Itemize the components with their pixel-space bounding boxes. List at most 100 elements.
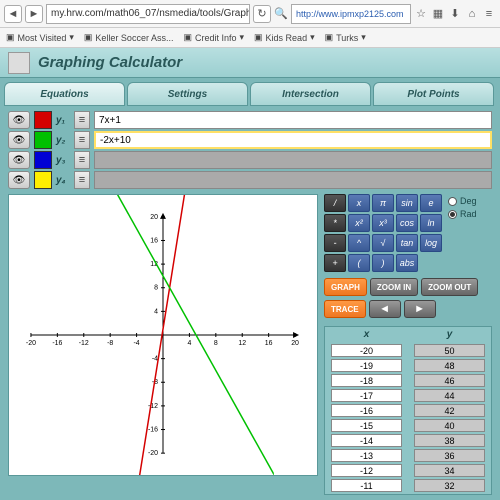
equation-input-1[interactable] xyxy=(94,111,492,129)
table-cell-x[interactable]: -13 xyxy=(331,449,402,462)
zoom-in-button[interactable]: ZOOM IN xyxy=(370,278,418,296)
tab-settings[interactable]: Settings xyxy=(127,82,248,106)
svg-text:12: 12 xyxy=(238,340,246,347)
zoom-out-button[interactable]: ZOOM OUT xyxy=(421,278,478,296)
table-cell-x[interactable]: -14 xyxy=(331,434,402,447)
download-icon[interactable]: ⬇ xyxy=(448,7,462,21)
key-π[interactable]: π xyxy=(372,194,394,212)
color-swatch[interactable] xyxy=(34,151,52,169)
bookmark-item[interactable]: ▣ Keller Soccer Ass... xyxy=(84,32,174,43)
bookmark-item[interactable]: ▣ Most Visited ▾ xyxy=(6,32,74,43)
table-cell-y: 34 xyxy=(414,464,485,477)
tab-plot-points[interactable]: Plot Points xyxy=(373,82,494,106)
grid-icon[interactable]: ▦ xyxy=(431,7,445,21)
url-bar[interactable]: my.hrw.com/math06_07/nsmedia/tools/Graph… xyxy=(46,4,250,24)
search-icon[interactable]: 🔍 xyxy=(274,7,288,21)
svg-text:-16: -16 xyxy=(148,427,158,434)
table-cell-y: 36 xyxy=(414,449,485,462)
bookmark-item[interactable]: ▣ Turks ▾ xyxy=(325,32,366,43)
trace-left-button[interactable]: ◄ xyxy=(369,300,401,318)
key-e[interactable]: e xyxy=(420,194,442,212)
tab-intersection[interactable]: Intersection xyxy=(250,82,371,106)
svg-text:16: 16 xyxy=(265,340,273,347)
key-log[interactable]: log xyxy=(420,234,442,252)
deg-radio[interactable]: Deg xyxy=(448,196,477,206)
table-cell-x[interactable]: -19 xyxy=(331,359,402,372)
table-cell-y: 48 xyxy=(414,359,485,372)
url-text: my.hrw.com/math06_07/nsmedia/tools/Graph… xyxy=(51,8,250,19)
bookmark-item[interactable]: ▣ Credit Info ▾ xyxy=(183,32,244,43)
trace-button[interactable]: TRACE xyxy=(324,300,366,318)
svg-text:-20: -20 xyxy=(26,340,36,347)
second-url-text: http://www.ipmxp2125.com xyxy=(296,9,404,19)
table-cell-y: 32 xyxy=(414,479,485,492)
key-x³[interactable]: x³ xyxy=(372,214,394,232)
graph-panel: -20-16-12-8-448121620-20-16-12-8-4481216… xyxy=(8,194,318,476)
forward-button[interactable]: ► xyxy=(25,5,43,23)
key-([interactable]: ( xyxy=(348,254,370,272)
equation-label: y₃ xyxy=(56,155,70,166)
key-x²[interactable]: x² xyxy=(348,214,370,232)
key-ln[interactable]: ln xyxy=(420,214,442,232)
back-button[interactable]: ◄ xyxy=(4,5,22,23)
equation-label: y₁ xyxy=(56,115,70,126)
key-cos[interactable]: cos xyxy=(396,214,418,232)
key-/[interactable]: / xyxy=(324,194,346,212)
second-url-bar[interactable]: http://www.ipmxp2125.com xyxy=(291,4,411,24)
key-tan[interactable]: tan xyxy=(396,234,418,252)
app-title: Graphing Calculator xyxy=(38,54,182,71)
visibility-toggle[interactable]: 👁 xyxy=(8,151,30,169)
key-+[interactable]: + xyxy=(324,254,346,272)
graph-button[interactable]: GRAPH xyxy=(324,278,367,296)
equation-input-2[interactable] xyxy=(94,131,492,149)
color-swatch[interactable] xyxy=(34,131,52,149)
table-cell-x[interactable]: -17 xyxy=(331,389,402,402)
svg-text:-8: -8 xyxy=(107,340,113,347)
visibility-toggle[interactable]: 👁 xyxy=(8,171,30,189)
star-icon[interactable]: ☆ xyxy=(414,7,428,21)
equation-menu-button[interactable]: ≡ xyxy=(74,131,90,149)
table-cell-x[interactable]: -15 xyxy=(331,419,402,432)
svg-text:4: 4 xyxy=(154,308,158,315)
key-x[interactable]: x xyxy=(348,194,370,212)
equation-menu-button[interactable]: ≡ xyxy=(74,111,90,129)
color-swatch[interactable] xyxy=(34,171,52,189)
trace-right-button[interactable]: ► xyxy=(404,300,436,318)
table-cell-x[interactable]: -18 xyxy=(331,374,402,387)
bookmark-item[interactable]: ▣ Kids Read ▾ xyxy=(254,32,315,43)
tab-equations[interactable]: Equations xyxy=(4,82,125,106)
equation-menu-button[interactable]: ≡ xyxy=(74,171,90,189)
svg-text:20: 20 xyxy=(150,214,158,221)
key-abs[interactable]: abs xyxy=(396,254,418,272)
table-cell-x[interactable]: -11 xyxy=(331,479,402,492)
color-swatch[interactable] xyxy=(34,111,52,129)
key-*[interactable]: * xyxy=(324,214,346,232)
equation-menu-button[interactable]: ≡ xyxy=(74,151,90,169)
table-cell-y: 50 xyxy=(414,344,485,357)
key-sin[interactable]: sin xyxy=(396,194,418,212)
key-√[interactable]: √ xyxy=(372,234,394,252)
equation-input-3[interactable] xyxy=(94,151,492,169)
visibility-toggle[interactable]: 👁 xyxy=(8,111,30,129)
table-cell-x[interactable]: -16 xyxy=(331,404,402,417)
svg-text:-20: -20 xyxy=(148,450,158,457)
table-cell-y: 46 xyxy=(414,374,485,387)
svg-text:8: 8 xyxy=(154,285,158,292)
refresh-button[interactable]: ↻ xyxy=(253,5,271,23)
key--[interactable]: - xyxy=(324,234,346,252)
equation-label: y₄ xyxy=(56,175,70,186)
visibility-toggle[interactable]: 👁 xyxy=(8,131,30,149)
table-cell-y: 44 xyxy=(414,389,485,402)
rad-radio[interactable]: Rad xyxy=(448,209,477,219)
key-^[interactable]: ^ xyxy=(348,234,370,252)
menu-icon[interactable]: ≡ xyxy=(482,7,496,21)
equation-input-4[interactable] xyxy=(94,171,492,189)
svg-text:-16: -16 xyxy=(52,340,62,347)
home-icon[interactable]: ⌂ xyxy=(465,7,479,21)
equation-label: y₂ xyxy=(56,135,70,146)
svg-text:-12: -12 xyxy=(79,340,89,347)
table-cell-x[interactable]: -20 xyxy=(331,344,402,357)
table-cell-x[interactable]: -12 xyxy=(331,464,402,477)
key-)[interactable]: ) xyxy=(372,254,394,272)
svg-text:-4: -4 xyxy=(134,340,140,347)
